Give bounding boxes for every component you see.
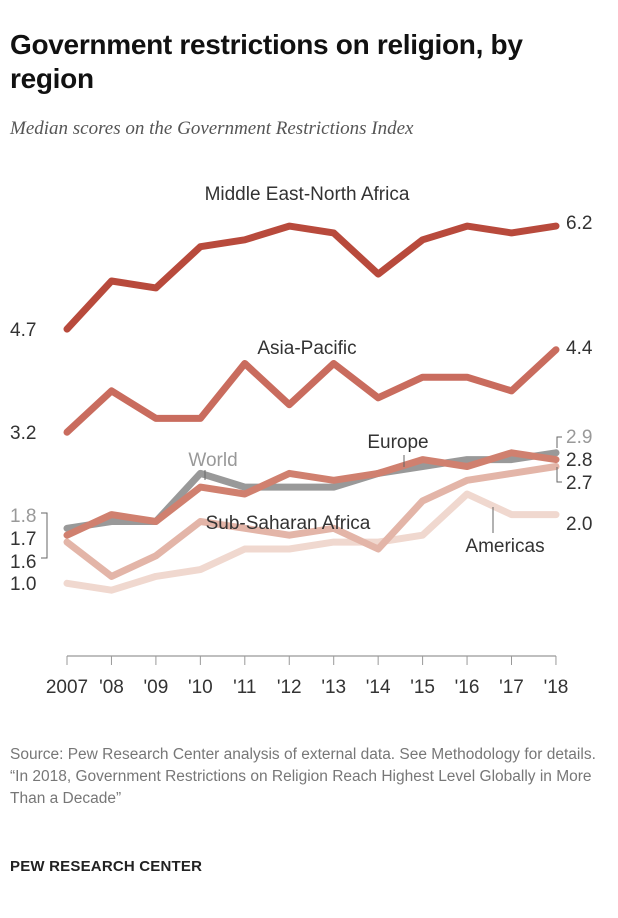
x-tick-label: '13 [321, 677, 346, 698]
x-tick-label: '17 [499, 677, 524, 698]
start-label-world: 1.8 [10, 506, 36, 527]
x-tick-label: '16 [455, 677, 480, 698]
start-label-europe: 1.7 [10, 529, 36, 550]
series-label-asia-pacific: Asia-Pacific [257, 338, 356, 359]
series-label-americas: Americas [465, 536, 544, 557]
x-tick-label: '09 [144, 677, 169, 698]
start-label-asia-pacific: 3.2 [10, 423, 36, 444]
chart-subtitle: Median scores on the Government Restrict… [10, 118, 414, 139]
end-label-europe: 2.8 [566, 450, 592, 471]
series-line-americas [63, 490, 560, 594]
brand-logo: PEW RESEARCH CENTER [10, 858, 203, 875]
end-label-world: 2.9 [566, 427, 592, 448]
start-label-americas: 1.0 [10, 574, 36, 595]
end-bracket [556, 436, 562, 448]
series-label-mena: Middle East-North Africa [205, 184, 410, 205]
x-tick-label: '12 [277, 677, 302, 698]
chart-title: Government restrictions on religion, by … [10, 29, 523, 94]
end-label-mena: 6.2 [566, 213, 592, 234]
quote-text: “In 2018, Government Restrictions on Rel… [10, 768, 592, 807]
series-line-europe [63, 449, 560, 539]
start-bracket [41, 512, 48, 559]
end-label-americas: 2.0 [566, 514, 592, 535]
series-line-middle-east-north-africa [63, 222, 560, 333]
x-tick-label: '11 [233, 677, 256, 698]
start-label-sub-saharan-africa: 1.6 [10, 552, 36, 573]
source-note: Source: Pew Research Center analysis of … [10, 744, 610, 810]
series-line-sub-saharan-africa [63, 463, 560, 580]
end-label-asia-pacific: 4.4 [566, 338, 593, 359]
series-line-asia-pacific [63, 346, 560, 436]
x-tick-label: '14 [366, 677, 391, 698]
x-tick-label: '18 [544, 677, 569, 698]
series-label-world: World [188, 450, 237, 471]
series-label-sub-saharan-africa: Sub-Saharan Africa [206, 513, 371, 534]
series-label-europe: Europe [367, 432, 428, 453]
x-tick-label: '10 [188, 677, 213, 698]
x-tick-label: '15 [410, 677, 435, 698]
start-label-mena: 4.7 [10, 320, 36, 341]
line-chart: 2007 '08 '09 '10 '11 '12 '13 '14 '15 '16 '17 '18 Mi… [10, 184, 593, 698]
end-label-sub-saharan-africa: 2.7 [566, 473, 592, 494]
x-tick-label: 2007 [46, 677, 88, 698]
source-text: Source: Pew Research Center analysis of … [10, 746, 596, 763]
end-bracket [556, 467, 562, 483]
x-tick-label: '08 [99, 677, 124, 698]
